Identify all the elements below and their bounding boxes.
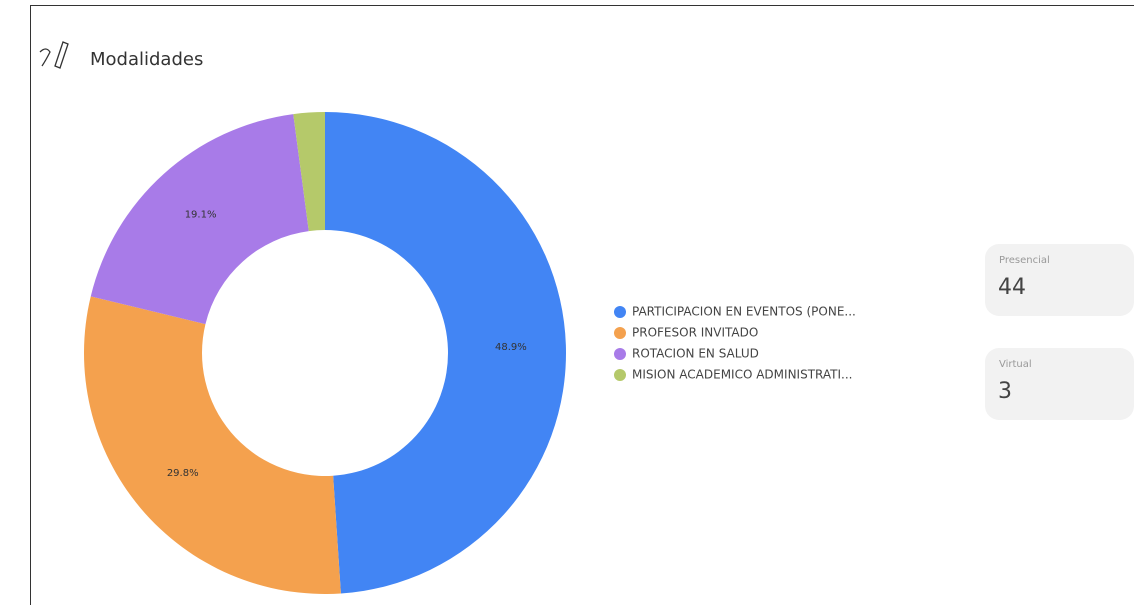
widget-title: Modalidades [90,49,203,70]
stat-value: 44 [998,275,1026,300]
data-label: 19.1% [185,210,217,221]
data-label: 48.9% [495,342,527,353]
stat-card [985,348,1134,420]
legend-swatch [614,327,626,339]
donut-segment [293,112,325,232]
legend-swatch [614,306,626,318]
donut-segment [90,114,309,325]
stat-value: 3 [998,379,1012,404]
legend-swatch [614,348,626,360]
stat-label: Presencial [999,255,1050,266]
stat-label: Virtual [999,359,1032,370]
legend-label: ROTACION EN SALUD [632,347,759,361]
donut-segment [325,112,567,594]
legend-label: MISION ACADEMICO ADMINISTRATI... [632,368,852,382]
donut-segment [84,296,341,594]
stat-card [985,244,1134,316]
pen-icon [39,41,69,69]
legend-label: PARTICIPACION EN EVENTOS (PONE... [632,305,856,319]
legend-label: PROFESOR INVITADO [632,326,758,340]
data-label: 29.8% [167,468,199,479]
legend-swatch [614,369,626,381]
